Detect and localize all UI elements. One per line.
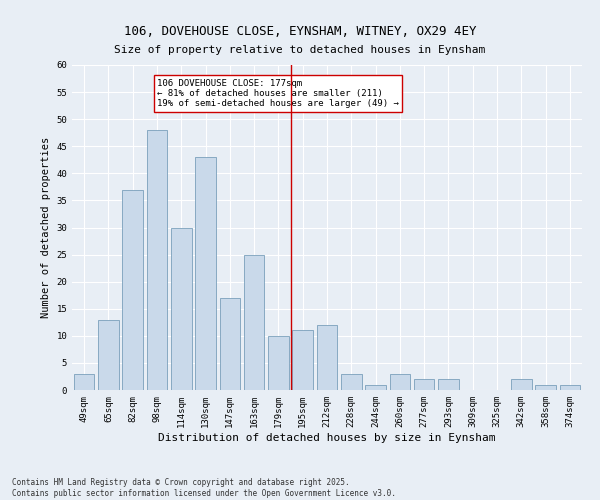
Bar [171,228,191,390]
Bar [535,384,556,390]
Text: 106, DOVEHOUSE CLOSE, EYNSHAM, WITNEY, OX29 4EY: 106, DOVEHOUSE CLOSE, EYNSHAM, WITNEY, O… [124,25,476,38]
X-axis label: Distribution of detached houses by size in Eynsham: Distribution of detached houses by size … [158,432,496,442]
Bar [389,374,410,390]
Bar [511,379,532,390]
Bar [122,190,143,390]
Text: Contains HM Land Registry data © Crown copyright and database right 2025.
Contai: Contains HM Land Registry data © Crown c… [12,478,396,498]
Bar [438,379,459,390]
Bar [317,325,337,390]
Bar [292,330,313,390]
Bar [74,374,94,390]
Bar [195,157,216,390]
Bar [244,254,265,390]
Bar [560,384,580,390]
Bar [365,384,386,390]
Text: 106 DOVEHOUSE CLOSE: 177sqm
← 81% of detached houses are smaller (211)
19% of se: 106 DOVEHOUSE CLOSE: 177sqm ← 81% of det… [157,78,399,108]
Bar [341,374,362,390]
Bar [414,379,434,390]
Text: Size of property relative to detached houses in Eynsham: Size of property relative to detached ho… [115,45,485,55]
Bar [146,130,167,390]
Bar [268,336,289,390]
Bar [220,298,240,390]
Y-axis label: Number of detached properties: Number of detached properties [41,137,51,318]
Bar [98,320,119,390]
